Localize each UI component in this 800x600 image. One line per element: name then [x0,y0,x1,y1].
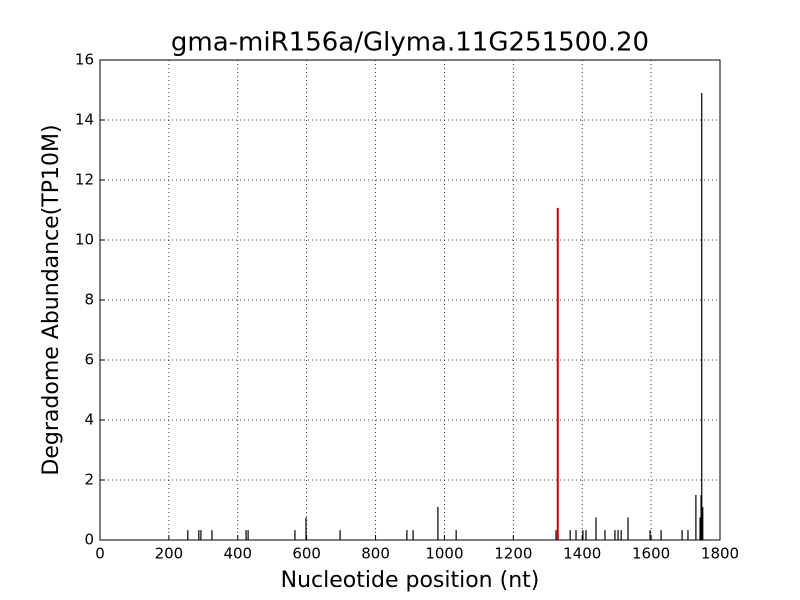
y-tick-label: 2 [84,471,94,489]
y-tick-label: 0 [84,531,94,549]
x-tick-label: 600 [292,545,321,563]
x-axis-label: Nucleotide position (nt) [281,568,540,593]
x-tick-label: 200 [155,545,184,563]
plot-frame [99,59,721,541]
y-tick-label: 12 [75,171,94,189]
x-tick-label: 400 [223,545,252,563]
x-tick-label: 800 [361,545,390,563]
x-tick-label: 1400 [563,545,601,563]
x-tick-label: 0 [95,545,105,563]
y-tick-label: 14 [75,111,94,129]
y-tick-label: 8 [84,291,94,309]
y-tick-label: 6 [84,351,94,369]
y-tick-label: 16 [75,51,94,69]
y-axis-label: Degradome Abundance(TP10M) [39,124,64,475]
y-tick-label: 4 [84,411,94,429]
x-tick-label: 1000 [425,545,463,563]
x-tick-label: 1800 [701,545,739,563]
chart-title: gma-miR156a/Glyma.11G251500.20 [171,28,649,58]
x-tick-label: 1200 [494,545,532,563]
y-tick-label: 10 [75,231,94,249]
x-tick-label: 1600 [632,545,670,563]
